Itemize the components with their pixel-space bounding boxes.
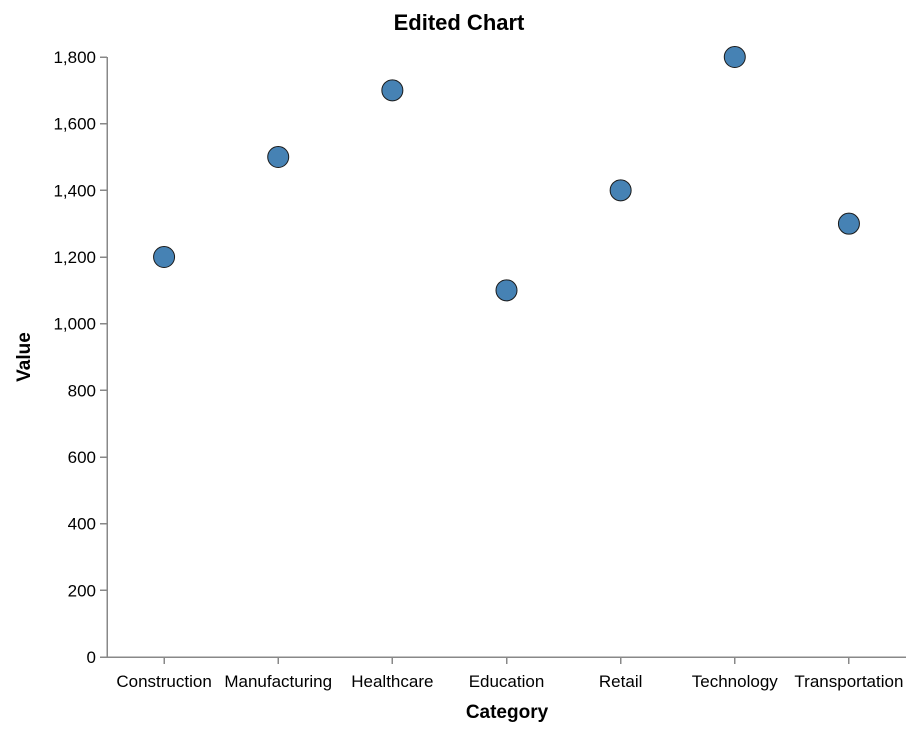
- y-tick-label: 1,600: [53, 115, 96, 134]
- y-axis: 0 200 400 600 800 1,000 1,200 1,400 1,600 1,800: [53, 48, 108, 667]
- x-tick-label: Education: [469, 672, 545, 691]
- x-tick-label: Healthcare: [351, 672, 433, 691]
- y-tick-label: 600: [68, 448, 96, 467]
- data-point[interactable]: [609, 179, 632, 202]
- y-tick-label: 400: [68, 515, 96, 534]
- y-axis-title: Value: [14, 332, 35, 382]
- data-points: [153, 46, 860, 302]
- y-tick-label: 200: [68, 581, 96, 600]
- data-point[interactable]: [495, 279, 518, 302]
- data-point[interactable]: [381, 79, 404, 102]
- y-tick-label: 800: [68, 381, 96, 400]
- x-tick-label: Transportation: [794, 672, 903, 691]
- y-tick-label: 1,400: [53, 181, 96, 200]
- x-axis: Construction Manufacturing Healthcare Educa…: [107, 656, 906, 691]
- data-point[interactable]: [153, 246, 176, 268]
- y-tick-label: 1,200: [53, 248, 96, 267]
- data-point[interactable]: [837, 212, 860, 235]
- y-tick-label: 1,000: [53, 315, 96, 334]
- y-tick-label: 0: [87, 648, 96, 667]
- y-tick-label: 1,800: [53, 48, 96, 67]
- data-point[interactable]: [267, 146, 290, 168]
- data-point[interactable]: [723, 46, 746, 68]
- x-axis-title: Category: [466, 702, 549, 723]
- x-tick-label: Technology: [692, 672, 779, 691]
- x-tick-label: Retail: [599, 672, 642, 691]
- x-tick-label: Construction: [116, 672, 211, 691]
- x-tick-label: Manufacturing: [224, 672, 332, 691]
- chart-title: Edited Chart: [394, 10, 525, 35]
